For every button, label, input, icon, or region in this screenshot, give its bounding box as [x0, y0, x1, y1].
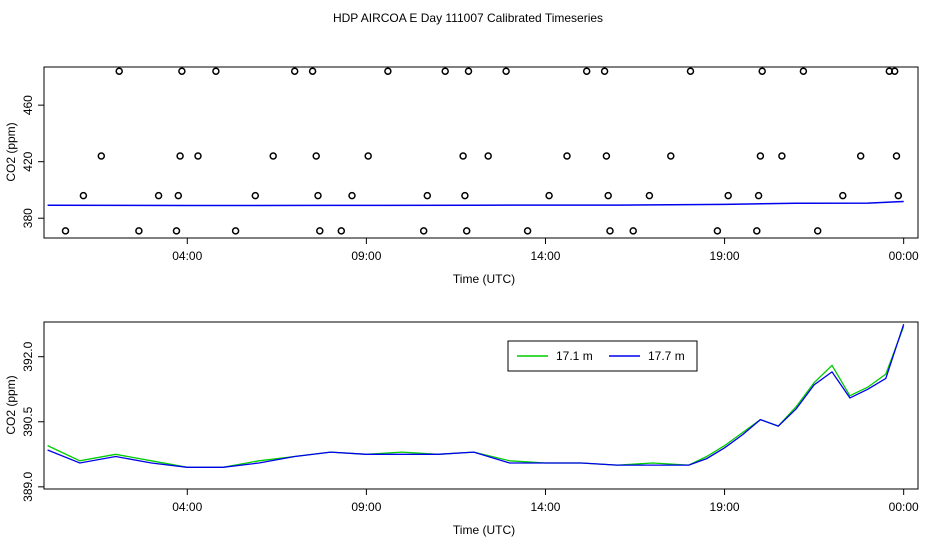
data-point [582, 67, 591, 75]
data-point [756, 152, 765, 160]
x-tick-label: 00:00 [889, 500, 919, 514]
co2-level-line [47, 200, 904, 207]
data-point [778, 152, 786, 160]
data-point [176, 152, 184, 160]
data-point [600, 67, 609, 75]
data-point [419, 227, 428, 235]
data-point [462, 227, 471, 235]
data-point [464, 67, 473, 75]
data-point [813, 227, 822, 235]
data-point [135, 227, 143, 235]
data-point [337, 227, 346, 235]
data-point [423, 191, 432, 200]
data-point [154, 191, 163, 200]
data-point [563, 152, 571, 160]
x-tick-label: 19:00 [710, 249, 740, 263]
x-tick-label: 19:00 [710, 500, 740, 514]
legend-label-17-7: 17.7 m [648, 349, 685, 363]
data-point [724, 191, 732, 200]
data-point [178, 67, 186, 75]
figure-title: HDP AIRCOA E Day 111007 Calibrated Times… [333, 11, 603, 25]
data-point [545, 191, 553, 200]
data-point [308, 67, 317, 75]
data-point [384, 67, 392, 75]
bottom-plot-frame [43, 321, 919, 490]
data-point [348, 191, 356, 200]
series-line-17-7-m [47, 323, 905, 468]
data-point [502, 67, 510, 75]
y-tick-label: 390.5 [21, 406, 35, 436]
x-tick-label: 14:00 [530, 500, 560, 514]
top-ylabel: CO2 (ppm) [4, 122, 18, 181]
data-point [890, 67, 899, 75]
data-point [606, 227, 614, 235]
data-point [316, 227, 324, 235]
series-line-17-1-m [47, 326, 905, 468]
x-tick-label: 14:00 [530, 249, 560, 263]
data-point [251, 191, 260, 200]
data-point [115, 67, 123, 75]
data-point [194, 152, 202, 160]
y-tick-label: 460 [21, 95, 35, 115]
bottom-xlabel: Time (UTC) [453, 523, 515, 537]
data-point [753, 227, 761, 235]
y-tick-label: 380 [21, 208, 35, 228]
data-point [629, 227, 637, 235]
x-tick-label: 00:00 [889, 249, 919, 263]
x-tick-label: 04:00 [172, 500, 202, 514]
data-point [892, 152, 901, 160]
data-point [602, 152, 611, 160]
data-point [174, 191, 183, 200]
data-point [523, 227, 532, 235]
x-tick-label: 09:00 [351, 500, 381, 514]
data-point [686, 67, 695, 75]
data-point [461, 191, 469, 200]
top-panel: Time (UTC) CO2 (ppm) 04:00 09:00 14:00 19:0… [4, 66, 919, 286]
data-point [314, 191, 322, 200]
data-point [754, 191, 763, 200]
data-point [459, 152, 467, 160]
data-point [839, 191, 847, 200]
data-point [713, 227, 722, 235]
data-point [172, 227, 181, 235]
data-point [269, 152, 277, 160]
top-plot-frame [43, 66, 919, 239]
y-tick-label: 392.0 [21, 341, 35, 371]
data-point [604, 191, 612, 200]
data-point [61, 227, 70, 235]
data-point [484, 152, 492, 160]
x-tick-label: 09:00 [351, 249, 381, 263]
top-xlabel: Time (UTC) [453, 272, 515, 286]
data-point [645, 191, 654, 200]
legend: 17.1 m 17.7 m [507, 340, 698, 372]
data-point [758, 67, 766, 75]
data-point [364, 152, 372, 160]
data-point [667, 152, 675, 160]
bottom-panel: Time (UTC) CO2 (ppm) 04:00 09:00 14:00 19:0… [4, 321, 919, 537]
data-point [312, 152, 320, 160]
data-point [79, 191, 88, 200]
data-point [212, 67, 220, 75]
data-point [441, 67, 449, 75]
bottom-ylabel: CO2 (ppm) [4, 375, 18, 434]
y-tick-label: 389.0 [21, 471, 35, 501]
data-point [97, 152, 106, 160]
y-tick-label: 420 [21, 151, 35, 171]
data-point [856, 152, 865, 160]
x-tick-label: 04:00 [172, 249, 202, 263]
data-point [799, 67, 808, 75]
data-point [290, 67, 299, 75]
data-point [894, 191, 903, 200]
legend-box [507, 340, 698, 372]
data-point [231, 227, 240, 235]
legend-label-17-1: 17.1 m [556, 349, 593, 363]
